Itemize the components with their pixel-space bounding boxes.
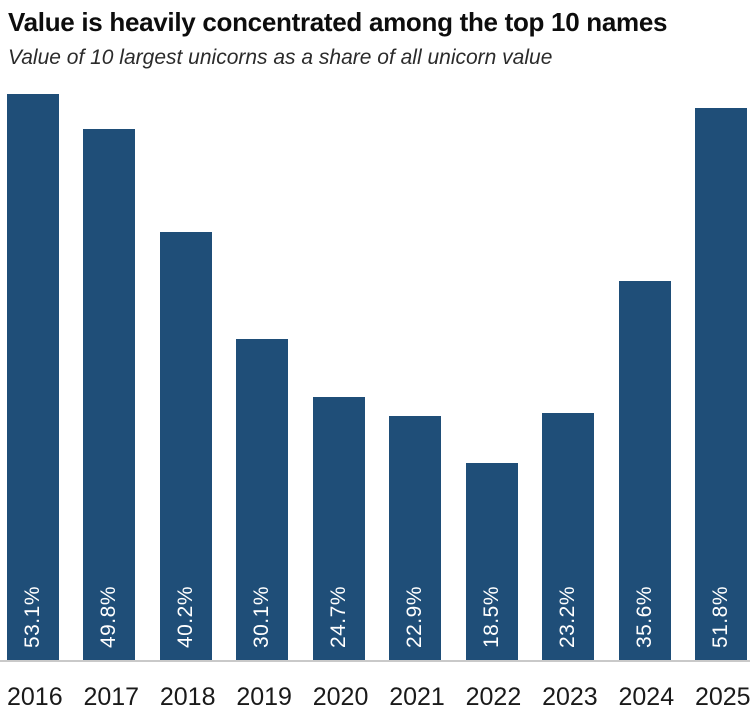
bars-row: 53.1% 49.8% 40.2% 30.1% 24.7% 22.9% 18.5% 23.2%…: [0, 93, 750, 660]
bar-2020: 24.7%: [312, 396, 365, 660]
x-axis-label-2023: 2023: [542, 682, 598, 711]
x-axis-label-2022: 2022: [465, 682, 522, 711]
bar-value-label: 51.8%: [708, 585, 732, 648]
x-axis-labels: 2016 2017 2018 2019 2020 2021 2022 2023 2024 2025: [0, 684, 750, 710]
bar-2016: 53.1%: [7, 93, 59, 660]
bar-value-label-wrap: 22.9%: [389, 586, 441, 648]
bar-value-label: 30.1%: [250, 585, 274, 648]
bar-2024: 35.6%: [618, 280, 671, 660]
bar-value-label-wrap: 49.8%: [83, 586, 135, 648]
x-axis-label-2021: 2021: [389, 682, 445, 711]
chart-header: Value is heavily concentrated among the …: [0, 0, 750, 71]
x-axis-label-2020: 2020: [312, 682, 369, 711]
bar-2017: 49.8%: [83, 128, 136, 660]
x-axis-label-2024: 2024: [618, 682, 675, 711]
chart-subtitle: Value of 10 largest unicorns as a share …: [8, 45, 553, 69]
bar-2025: 51.8%: [694, 107, 747, 660]
bar-value-label-wrap: 30.1%: [236, 586, 288, 648]
bar-value-label: 53.1%: [21, 585, 44, 648]
x-axis-label-2016: 2016: [7, 682, 63, 711]
x-axis-label-2019: 2019: [236, 682, 292, 711]
bar-2019: 30.1%: [236, 338, 289, 660]
bar-value-label-wrap: 18.5%: [466, 586, 518, 648]
bar-value-label-wrap: 24.7%: [313, 586, 365, 648]
bar-value-label-wrap: 53.1%: [7, 586, 59, 648]
bar-value-label: 49.8%: [97, 585, 121, 648]
chart-title: Value is heavily concentrated among the …: [8, 7, 668, 37]
bar-value-label-wrap: 40.2%: [160, 586, 212, 648]
bar-value-label: 24.7%: [326, 585, 350, 648]
x-axis-label-2018: 2018: [159, 682, 216, 711]
bar-value-label: 35.6%: [632, 585, 656, 648]
bar-value-label: 22.9%: [403, 585, 427, 648]
bar-2022: 18.5%: [465, 462, 518, 660]
bar-value-label-wrap: 51.8%: [695, 586, 747, 648]
bar-2021: 22.9%: [389, 415, 442, 660]
bar-chart: 53.1% 49.8% 40.2% 30.1% 24.7% 22.9% 18.5% 23.2%…: [0, 93, 750, 710]
bar-2023: 23.2%: [542, 412, 595, 660]
bar-2018: 40.2%: [159, 231, 212, 660]
x-axis-line: [0, 659, 750, 662]
bar-value-label: 18.5%: [479, 585, 503, 648]
bar-value-label: 40.2%: [173, 585, 197, 648]
x-axis-label-2025: 2025: [694, 682, 750, 711]
bar-value-label-wrap: 23.2%: [542, 586, 594, 648]
bar-value-label: 23.2%: [556, 585, 580, 648]
x-axis-label-2017: 2017: [83, 682, 140, 711]
bar-value-label-wrap: 35.6%: [619, 586, 671, 648]
